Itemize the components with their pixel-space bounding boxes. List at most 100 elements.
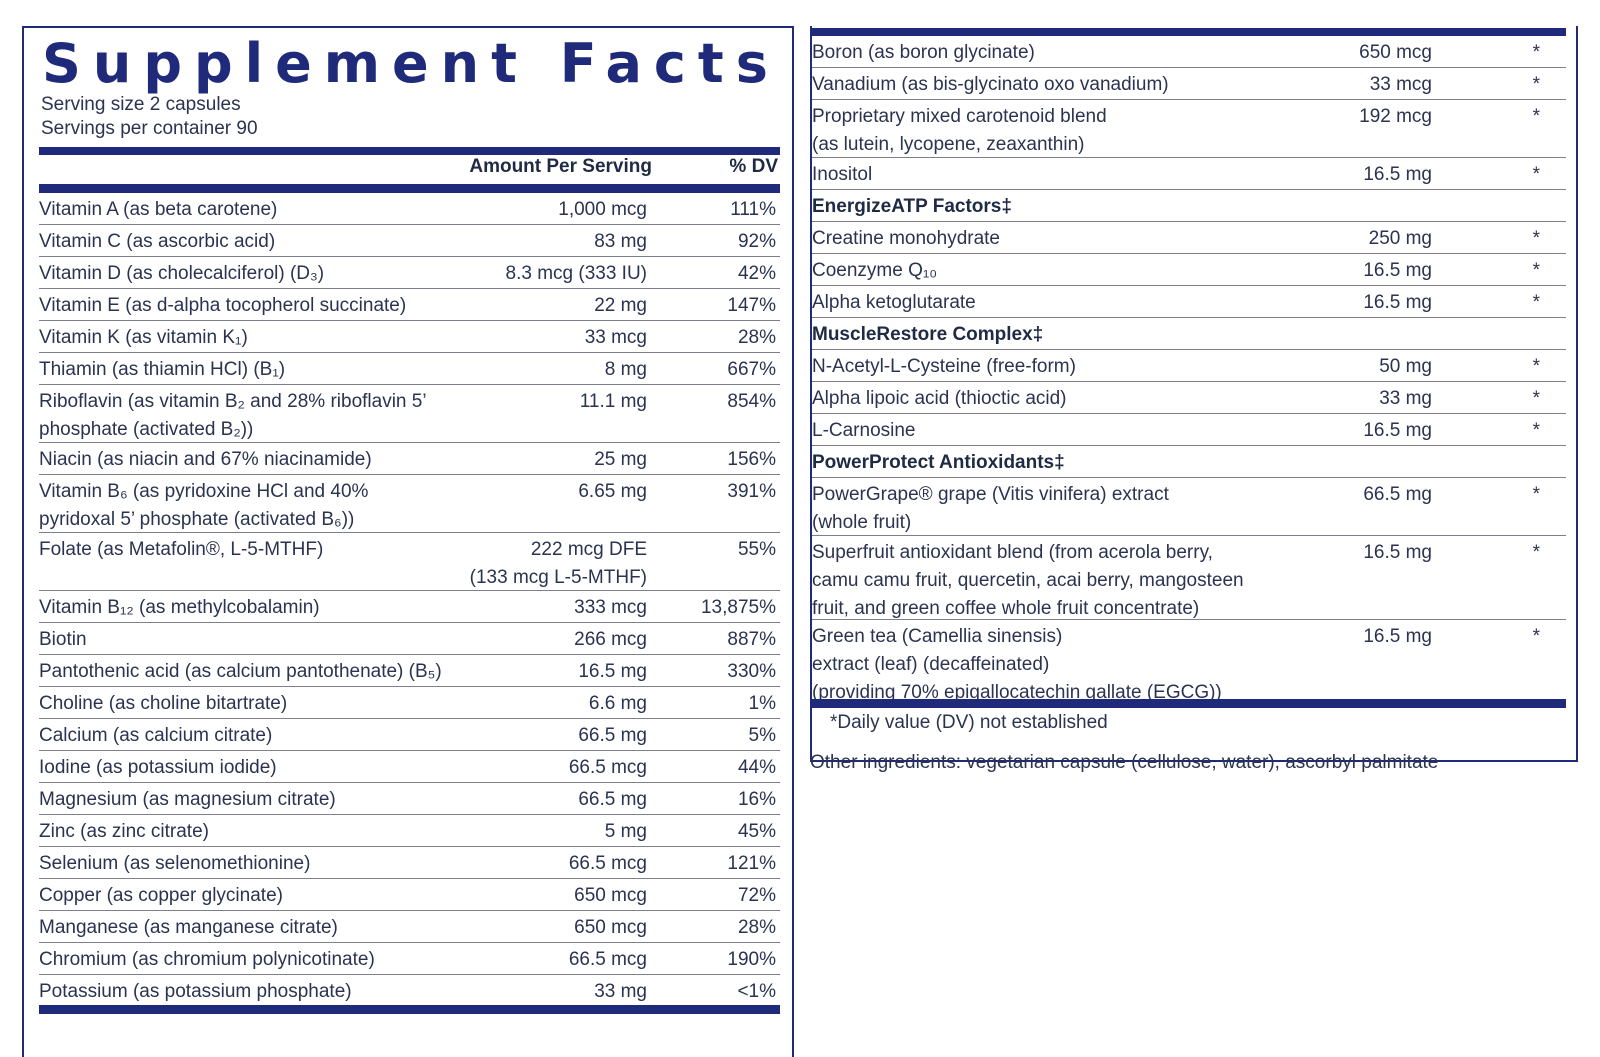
amount-per-serving: 250 mg [1368,228,1432,249]
amount-per-serving: 66.5 mg [578,789,647,810]
daily-value: <1% [737,981,776,1002]
daily-value: * [1532,228,1540,249]
daily-value: 72% [737,885,776,906]
amount-per-serving: 5 mg [604,821,647,842]
daily-value: 28% [737,327,776,348]
daily-value: 44% [737,757,776,778]
table-row: Vitamin B₁₂ (as methylcobalamin) 333 mcg 1… [39,591,780,623]
table-row: Copper (as copper glycinate) 650 mcg 72% [39,879,780,911]
table-row: Vitamin D (as cholecalciferol) (D₃) 8.3 m… [39,257,780,289]
nutrient-name: Iodine (as potassium iodide) [39,757,277,778]
daily-value: * [1532,106,1540,127]
table-row: Biotin 266 mcg 887% [39,623,780,655]
nutrient-name: Superfruit antioxidant blend (from acero… [812,542,1244,619]
nutrient-name: Magnesium (as magnesium citrate) [39,789,336,810]
amount-per-serving: 33 mcg [584,327,647,348]
nutrient-name: Copper (as copper glycinate) [39,885,283,906]
table-row: Iodine (as potassium iodide) 66.5 mcg 44% [39,751,780,783]
nutrient-name: Vitamin D (as cholecalciferol) (D₃) [39,263,325,284]
nutrient-name: Calcium (as calcium citrate) [39,725,273,746]
table-row: Superfruit antioxidant blend (from acero… [812,536,1566,620]
daily-value: 1% [748,693,776,714]
nutrient-name: L-Carnosine [812,420,916,441]
daily-value: * [1532,42,1540,63]
nutrient-name: Chromium (as chromium polynicotinate) [39,949,375,970]
supplement-facts-left-panel: Supplement Facts Serving size 2 capsules… [22,26,794,1057]
table-row: Pantothenic acid (as calcium pantothenat… [39,655,780,687]
amount-per-serving: 11.1 mg [579,391,647,412]
nutrient-name: Vitamin C (as ascorbic acid) [39,231,276,252]
thick-divider-bottom-right [812,699,1566,708]
amount-per-serving: 66.5 mcg [568,853,647,874]
amount-per-serving: 8.3 mcg (333 IU) [505,263,648,284]
thick-divider-top [39,147,780,155]
amount-per-serving: 66.5 mcg [568,757,647,778]
amount-per-serving: 222 mcg DFE (133 mcg L-5-MTHF) [469,539,647,588]
nutrient-name: Vanadium (as bis-glycinato oxo vanadium) [812,74,1169,95]
nutrient-name: Vitamin K (as vitamin K₁) [39,327,248,348]
amount-per-serving: 83 mg [594,231,647,252]
daily-value: * [1532,626,1540,647]
nutrient-name: Potassium (as potassium phosphate) [39,981,352,1002]
daily-value: * [1532,542,1540,563]
table-row: Potassium (as potassium phosphate) 33 mg <… [39,975,780,1007]
daily-value: * [1532,356,1540,377]
table-row: PowerProtect Antioxidants‡ [812,446,1566,478]
daily-value: 156% [727,449,776,470]
daily-value: 13,875% [700,597,776,618]
nutrient-name: PowerGrape® grape (Vitis vinifera) extra… [812,484,1169,533]
nutrient-name: Alpha lipoic acid (thioctic acid) [812,388,1067,409]
table-row: Manganese (as manganese citrate) 650 mcg 2… [39,911,780,943]
table-row: Zinc (as zinc citrate) 5 mg 45% [39,815,780,847]
section-heading: MuscleRestore Complex‡ [812,324,1044,345]
daily-value: 190% [727,949,776,970]
nutrient-name: Boron (as boron glycinate) [812,42,1035,63]
table-row: Folate (as Metafolin®, L-5-MTHF) 222 mcg … [39,533,780,591]
table-row: Green tea (Camellia sinensis) extract (l… [812,620,1566,704]
thick-divider-header [39,184,780,193]
amount-per-serving: 16.5 mg [1363,420,1432,441]
amount-per-serving: 6.65 mg [578,481,647,502]
amount-header: Amount Per Serving [469,156,652,177]
amount-per-serving: 33 mg [1379,388,1432,409]
amount-per-serving: 6.6 mg [588,693,647,714]
nutrient-name: Creatine monohydrate [812,228,1000,249]
nutrient-name: Alpha ketoglutarate [812,292,976,313]
daily-value: 147% [727,295,776,316]
daily-value: * [1532,164,1540,185]
nutrient-name: Folate (as Metafolin®, L-5-MTHF) [39,539,324,560]
table-row: Thiamin (as thiamin HCl) (B₁) 8 mg 667% [39,353,780,385]
table-row: Coenzyme Q₁₀ 16.5 mg * [812,254,1566,286]
daily-value: 55% [737,539,776,560]
amount-per-serving: 16.5 mg [1363,292,1432,313]
nutrient-name: Pantothenic acid (as calcium pantothenat… [39,661,442,682]
table-row: Vitamin E (as d-alpha tocopherol succina… [39,289,780,321]
thick-divider-top-right [812,28,1566,36]
serving-size: Serving size 2 capsules [41,94,241,115]
section-heading: EnergizeATP Factors‡ [812,196,1012,217]
table-row: Vanadium (as bis-glycinato oxo vanadium)… [812,68,1566,100]
nutrient-name: Biotin [39,629,87,650]
table-row: MuscleRestore Complex‡ [812,318,1566,350]
amount-per-serving: 66.5 mg [578,725,647,746]
amount-per-serving: 650 mcg [574,917,647,938]
daily-value: 16% [737,789,776,810]
daily-value: 121% [727,853,776,874]
daily-value: 667% [727,359,776,380]
nutrient-name: Proprietary mixed carotenoid blend (as l… [812,106,1107,155]
nutrient-name: Thiamin (as thiamin HCl) (B₁) [39,359,286,380]
daily-value: 92% [737,231,776,252]
other-ingredients: Other ingredients: vegetarian capsule (c… [810,752,1439,773]
daily-value: * [1532,484,1540,505]
table-row: Alpha ketoglutarate 16.5 mg * [812,286,1566,318]
daily-value: * [1532,388,1540,409]
amount-per-serving: 333 mcg [574,597,647,618]
table-row: Calcium (as calcium citrate) 66.5 mg 5% [39,719,780,751]
amount-per-serving: 66.5 mg [1363,484,1432,505]
dv-header: % DV [729,156,778,177]
amount-per-serving: 22 mg [594,295,647,316]
thick-divider-bottom [39,1005,780,1014]
amount-per-serving: 16.5 mg [578,661,647,682]
supplement-facts-right-panel: Boron (as boron glycinate) 650 mcg * Vanadi… [810,26,1578,762]
nutrient-name: Niacin (as niacin and 67% niacinamide) [39,449,372,470]
